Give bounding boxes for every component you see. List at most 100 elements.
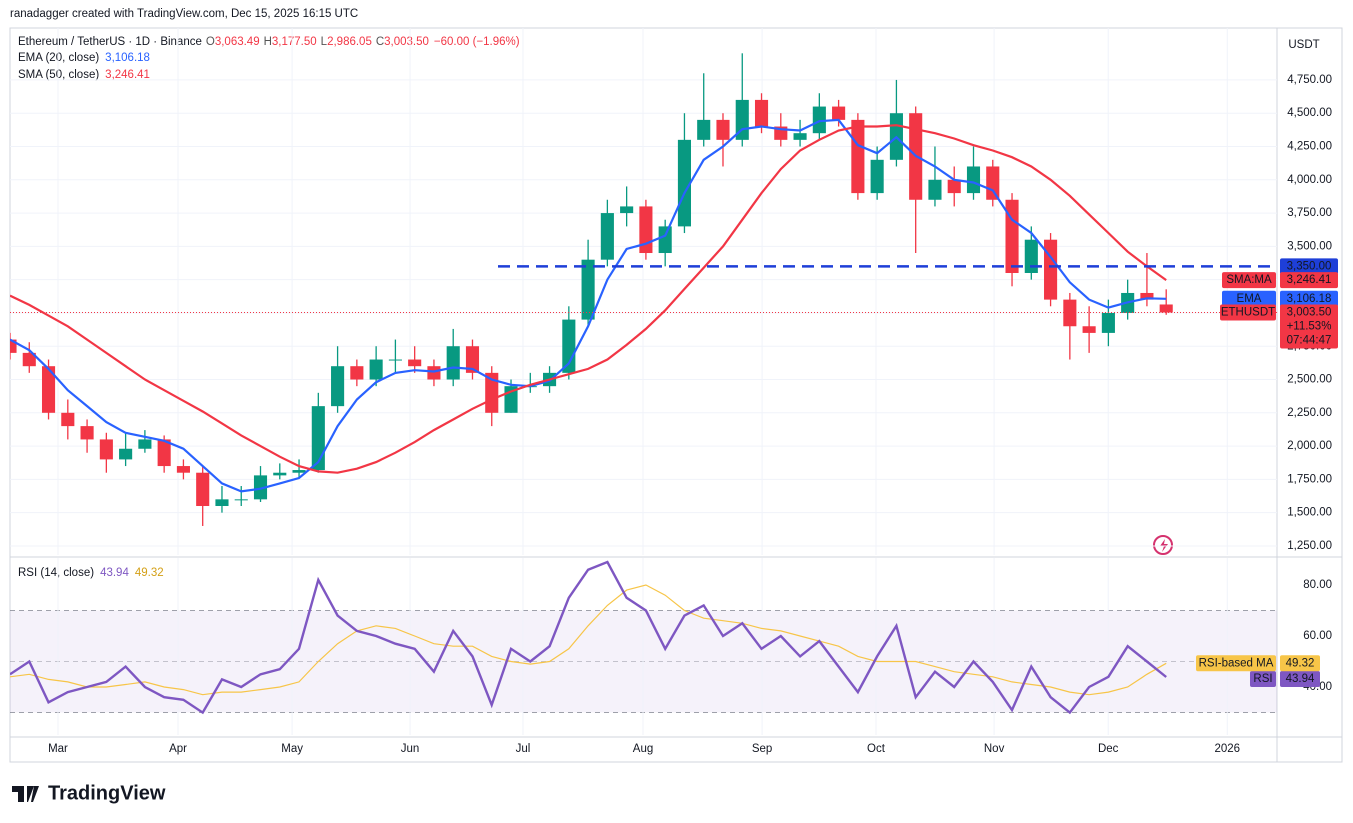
candle-body	[41, 366, 56, 413]
candle-body	[620, 206, 634, 214]
candle-body	[176, 466, 190, 473]
axis-tag-label: +11.53%	[1287, 321, 1332, 333]
ohlc-key: L	[321, 36, 328, 48]
y-tick-label: 3,750.00	[1287, 207, 1332, 219]
candle-body	[966, 166, 981, 194]
candle-body	[1024, 239, 1038, 273]
candle-body	[986, 166, 1000, 200]
candle-body	[61, 412, 75, 427]
x-tick-label: Nov	[984, 743, 1005, 755]
axis-tag-label: SMA:MA	[1226, 274, 1272, 286]
candle-body	[735, 99, 749, 140]
candle-body	[1159, 304, 1173, 313]
rsi-pane	[10, 558, 1277, 735]
candle-body	[870, 159, 884, 194]
y-tick-label: 4,250.00	[1287, 141, 1332, 153]
y-tick-label: 2,250.00	[1287, 407, 1332, 419]
brand-logo	[12, 786, 39, 802]
x-tick-label: 2026	[1214, 743, 1240, 755]
candle-body	[465, 346, 480, 373]
y-tick-label: 3,500.00	[1287, 240, 1332, 252]
y-tick-label: 2,000.00	[1287, 440, 1332, 452]
y-tick-label: 4,750.00	[1287, 74, 1332, 86]
rsi-line	[10, 560, 1167, 715]
price-pane	[10, 28, 1277, 555]
candle-body	[677, 139, 692, 227]
axis-tag-label: 3,246.41	[1287, 274, 1332, 286]
x-tick-label: Mar	[48, 743, 68, 755]
candle-body	[1101, 312, 1115, 333]
axis-tag	[1280, 290, 1338, 307]
indicator-line	[10, 124, 1167, 474]
axis-tag-label: RSI	[1253, 673, 1272, 685]
candle-body	[253, 475, 268, 500]
y-tick-label: 1,750.00	[1287, 473, 1332, 485]
y-tick-label: 4,500.00	[1287, 107, 1332, 119]
x-tick-label: Oct	[867, 743, 886, 755]
y-tick-label: 2,500.00	[1287, 374, 1332, 386]
candle-body	[562, 319, 576, 373]
candle-body	[22, 352, 36, 367]
candle-body	[658, 226, 672, 254]
y-tick-label: 1,250.00	[1287, 540, 1332, 552]
rsi-line	[10, 584, 1167, 696]
legend-sma: SMA (50, close) 3,246.41	[18, 69, 150, 81]
currency: USDT	[1288, 39, 1319, 51]
legend-value: 3,106.18	[105, 52, 150, 64]
candle-body	[292, 470, 306, 473]
candle-body	[793, 133, 807, 140]
candle-body	[581, 259, 595, 320]
caption: ranadagger created with TradingView.com,…	[10, 8, 358, 20]
candle-body	[832, 106, 846, 120]
candle-body	[138, 439, 152, 449]
symbol: Ethereum / TetherUS · 1D · Binance	[18, 36, 202, 48]
axis-tag	[1222, 290, 1276, 307]
axis-tag	[1280, 655, 1320, 672]
legend-rsi: RSI (14, close) 43.94 49.32	[18, 567, 164, 579]
brand: TradingView	[48, 782, 166, 804]
x-tick-label: Apr	[169, 743, 187, 755]
legend-name: SMA (50, close)	[18, 69, 99, 81]
candle-body	[1140, 292, 1154, 300]
axis-tag	[1196, 655, 1276, 672]
candle-body	[273, 472, 287, 476]
legend-name: EMA (20, close)	[18, 52, 99, 64]
legend-ema: EMA (20, close) 3,106.18	[18, 52, 150, 64]
candle-body	[812, 106, 826, 134]
axis-tag	[1250, 670, 1276, 687]
candle-body	[485, 372, 499, 413]
legend-value: 3,246.41	[105, 69, 150, 81]
candle-body	[928, 179, 942, 200]
candle-body	[119, 448, 133, 460]
y-tick-label: 80.00	[1303, 579, 1332, 591]
ohlc-key: H	[264, 36, 272, 48]
candle-body	[716, 119, 730, 140]
x-tick-label: May	[281, 743, 303, 755]
y-tick-label: 4,000.00	[1287, 174, 1332, 186]
candle-body	[600, 213, 614, 260]
candle-body	[215, 499, 229, 507]
ohlc-value: 3,003.50	[384, 36, 429, 48]
candle-body	[99, 439, 113, 460]
candle-body	[369, 359, 383, 380]
legend-value: 43.94	[100, 567, 129, 579]
candle-body	[1005, 199, 1019, 273]
axis-tag	[1220, 304, 1276, 321]
frame	[9, 27, 1343, 763]
axis-tag	[1222, 272, 1276, 289]
candle-body	[388, 359, 402, 361]
axis-tag	[1280, 304, 1338, 349]
candle-body	[697, 119, 711, 140]
axis-tag-label: EMA	[1237, 293, 1262, 305]
candle-body	[1082, 326, 1096, 333]
x-tick-label: Jun	[401, 743, 420, 755]
x-tick-label: Aug	[633, 743, 653, 755]
candle-body	[427, 366, 441, 380]
legend-name: RSI (14, close)	[18, 567, 94, 579]
candle-body	[947, 179, 961, 194]
axis-tag-label: RSI-based MA	[1199, 657, 1274, 669]
axis-tag	[1280, 272, 1338, 289]
candle-body	[157, 439, 171, 467]
indicator-line	[10, 118, 1167, 493]
